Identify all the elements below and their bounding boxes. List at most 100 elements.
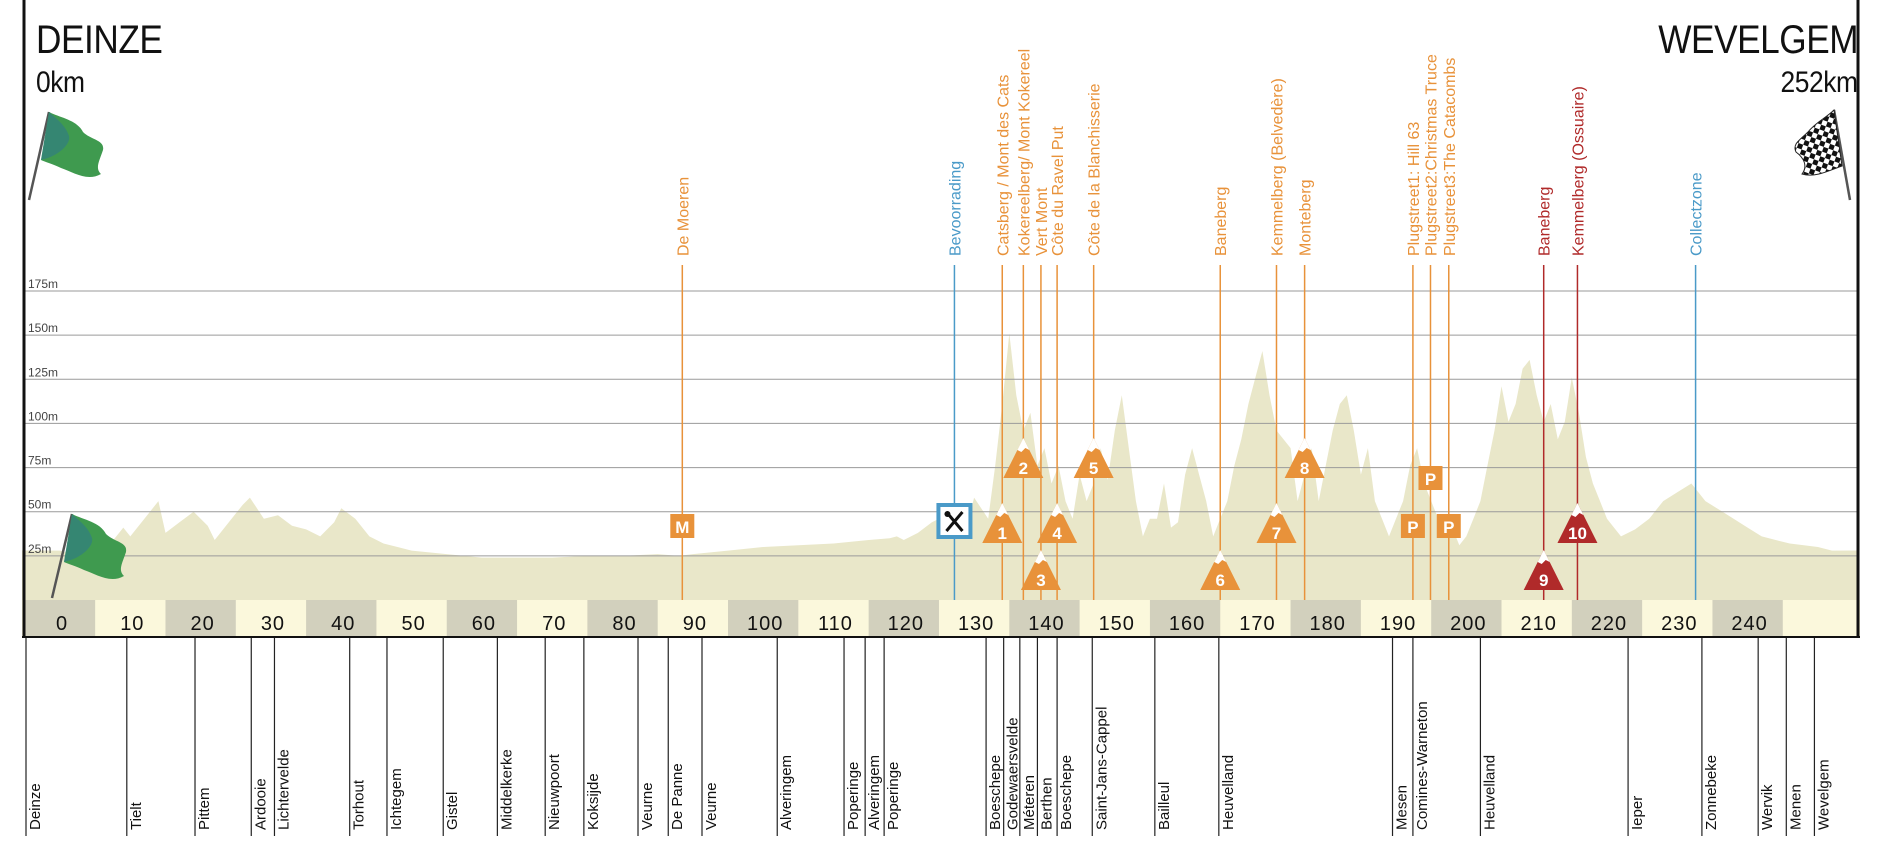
km-axis-block bbox=[587, 600, 658, 636]
km-axis-block bbox=[1149, 600, 1221, 636]
climb-name-label: Baneberg bbox=[1213, 187, 1230, 256]
place-name: Boeschepe bbox=[1058, 755, 1075, 830]
sector-badge-box bbox=[1400, 514, 1425, 538]
km-tick-label: 110 bbox=[818, 613, 853, 635]
km-axis-block bbox=[1290, 600, 1361, 636]
place-name: Pittem bbox=[196, 787, 213, 830]
place-name: Bailleul bbox=[1156, 782, 1173, 830]
climb-badge-shape bbox=[1284, 438, 1325, 478]
climb-name-label: Baneberg bbox=[1537, 187, 1554, 256]
fork-head bbox=[944, 511, 951, 517]
place-name: Alveringem bbox=[778, 755, 795, 830]
climb-badge-shape bbox=[1200, 550, 1241, 590]
km-axis-block bbox=[728, 600, 799, 636]
km-axis-block bbox=[165, 600, 236, 636]
km-tick-label: 130 bbox=[958, 613, 994, 635]
climb-badge-number: 3 bbox=[1036, 571, 1045, 590]
climb-badge-shape bbox=[1256, 503, 1297, 543]
km-tick-label: 30 bbox=[261, 613, 285, 635]
place-name: Zonnebeke bbox=[1703, 755, 1720, 830]
place-name: Alveringem bbox=[866, 755, 883, 830]
finish-city: WEVELGEM bbox=[1658, 18, 1858, 62]
place-name: Comines-Warneton bbox=[1414, 701, 1431, 830]
km-tick-label: 60 bbox=[472, 613, 496, 635]
mountain-icon: 10 bbox=[1557, 503, 1598, 543]
km-tick-label: 210 bbox=[1520, 613, 1556, 635]
place-name: Saint-Jans-Cappel bbox=[1093, 707, 1110, 830]
place-name: Veurne bbox=[639, 782, 656, 830]
km-tick-label: 170 bbox=[1239, 613, 1275, 635]
km-axis-block bbox=[1571, 600, 1643, 636]
km-tick-label: 140 bbox=[1028, 613, 1064, 635]
mountain-icon: 3 bbox=[1020, 550, 1061, 590]
km-tick-label: 150 bbox=[1099, 613, 1135, 635]
km-tick-label: 120 bbox=[888, 613, 924, 635]
mountain-icon: 7 bbox=[1256, 503, 1297, 543]
climb-badge-snowcap bbox=[1571, 503, 1584, 517]
place-name: Deinze bbox=[27, 783, 44, 830]
finish-flag-icon bbox=[1794, 108, 1852, 201]
place-name: Poperinge bbox=[845, 762, 862, 830]
place-name: Wervik bbox=[1759, 784, 1776, 830]
sector-name-label: De Moeren bbox=[675, 177, 692, 256]
climb-name-label: Vert Mont bbox=[1034, 187, 1051, 256]
climb-badge-number: 10 bbox=[1568, 524, 1587, 543]
place-name: Ichtegem bbox=[388, 768, 405, 830]
sector-badge-box bbox=[1436, 514, 1461, 538]
km-tick-label: 200 bbox=[1450, 613, 1486, 635]
feed-zone-box bbox=[936, 503, 973, 539]
climb-name-label: Monteberg bbox=[1298, 180, 1315, 257]
sector-badge-letter: P bbox=[1443, 518, 1454, 537]
place-name: Veurne bbox=[703, 782, 720, 830]
fork-stroke bbox=[945, 511, 964, 532]
sector-badge-letter: P bbox=[1425, 470, 1436, 489]
km-axis-block bbox=[24, 600, 96, 636]
place-name: Middelkerke bbox=[498, 749, 515, 830]
sector-badge-letter: M bbox=[675, 518, 689, 537]
climb-name-label: Catsberg / Mont des Cats bbox=[995, 75, 1012, 256]
place-name: Tielt bbox=[128, 801, 145, 830]
km-tick-label: 90 bbox=[683, 613, 707, 635]
p-marker-icon: P bbox=[1418, 466, 1443, 490]
place-name: Gistel bbox=[444, 792, 461, 830]
place-name: Torhout bbox=[351, 779, 368, 830]
place-name: Ieper bbox=[1629, 796, 1646, 830]
km-tick-label: 180 bbox=[1310, 613, 1346, 635]
km-tick-label: 50 bbox=[401, 613, 425, 635]
km-axis-blocks bbox=[24, 600, 1783, 636]
sector-badge-box bbox=[670, 514, 695, 538]
climb-badge-snowcap bbox=[996, 503, 1009, 517]
km-axis-block bbox=[446, 600, 518, 636]
km-tick-label: 220 bbox=[1591, 613, 1627, 635]
start-flag-icon bbox=[50, 513, 127, 599]
climb-badge-number: 8 bbox=[1300, 459, 1309, 478]
place-name: Ardooie bbox=[252, 778, 269, 830]
mountain-icon: 5 bbox=[1073, 438, 1114, 478]
place-name: Berthen bbox=[1038, 777, 1055, 830]
place-name: Lichtervelde bbox=[275, 749, 292, 830]
km-tick-label: 10 bbox=[120, 613, 144, 635]
place-name: Mesen bbox=[1394, 785, 1411, 830]
climb-badge-number: 7 bbox=[1272, 524, 1281, 543]
collect-zone-label: Collectzone bbox=[1689, 172, 1706, 256]
p-marker-icon: P bbox=[1400, 514, 1425, 538]
climb-badge-number: 1 bbox=[998, 524, 1007, 543]
mountain-icon: 8 bbox=[1284, 438, 1325, 478]
elevation-label: 75m bbox=[28, 454, 51, 468]
mountain-icon: 1 bbox=[982, 503, 1023, 543]
sector-name-label: Plugstreet2:Christmas Truce bbox=[1423, 54, 1440, 256]
km-tick-label: 100 bbox=[747, 613, 783, 635]
place-name: Heuvelland bbox=[1481, 755, 1498, 830]
km-tick-label: 40 bbox=[331, 613, 355, 635]
feed-zone-label: Bevoorrading bbox=[947, 161, 964, 256]
climb-badge-shape bbox=[1020, 550, 1061, 590]
place-name: Heuvelland bbox=[1220, 755, 1237, 830]
elevation-label: 150m bbox=[28, 321, 58, 335]
climb-badge-shape bbox=[1003, 438, 1044, 478]
climb-name-label: Côte de la Blanchisserie bbox=[1087, 83, 1104, 256]
climb-badge-snowcap bbox=[1017, 438, 1030, 452]
place-name: De Panne bbox=[669, 763, 686, 830]
place-name: Méteren bbox=[1021, 775, 1038, 830]
